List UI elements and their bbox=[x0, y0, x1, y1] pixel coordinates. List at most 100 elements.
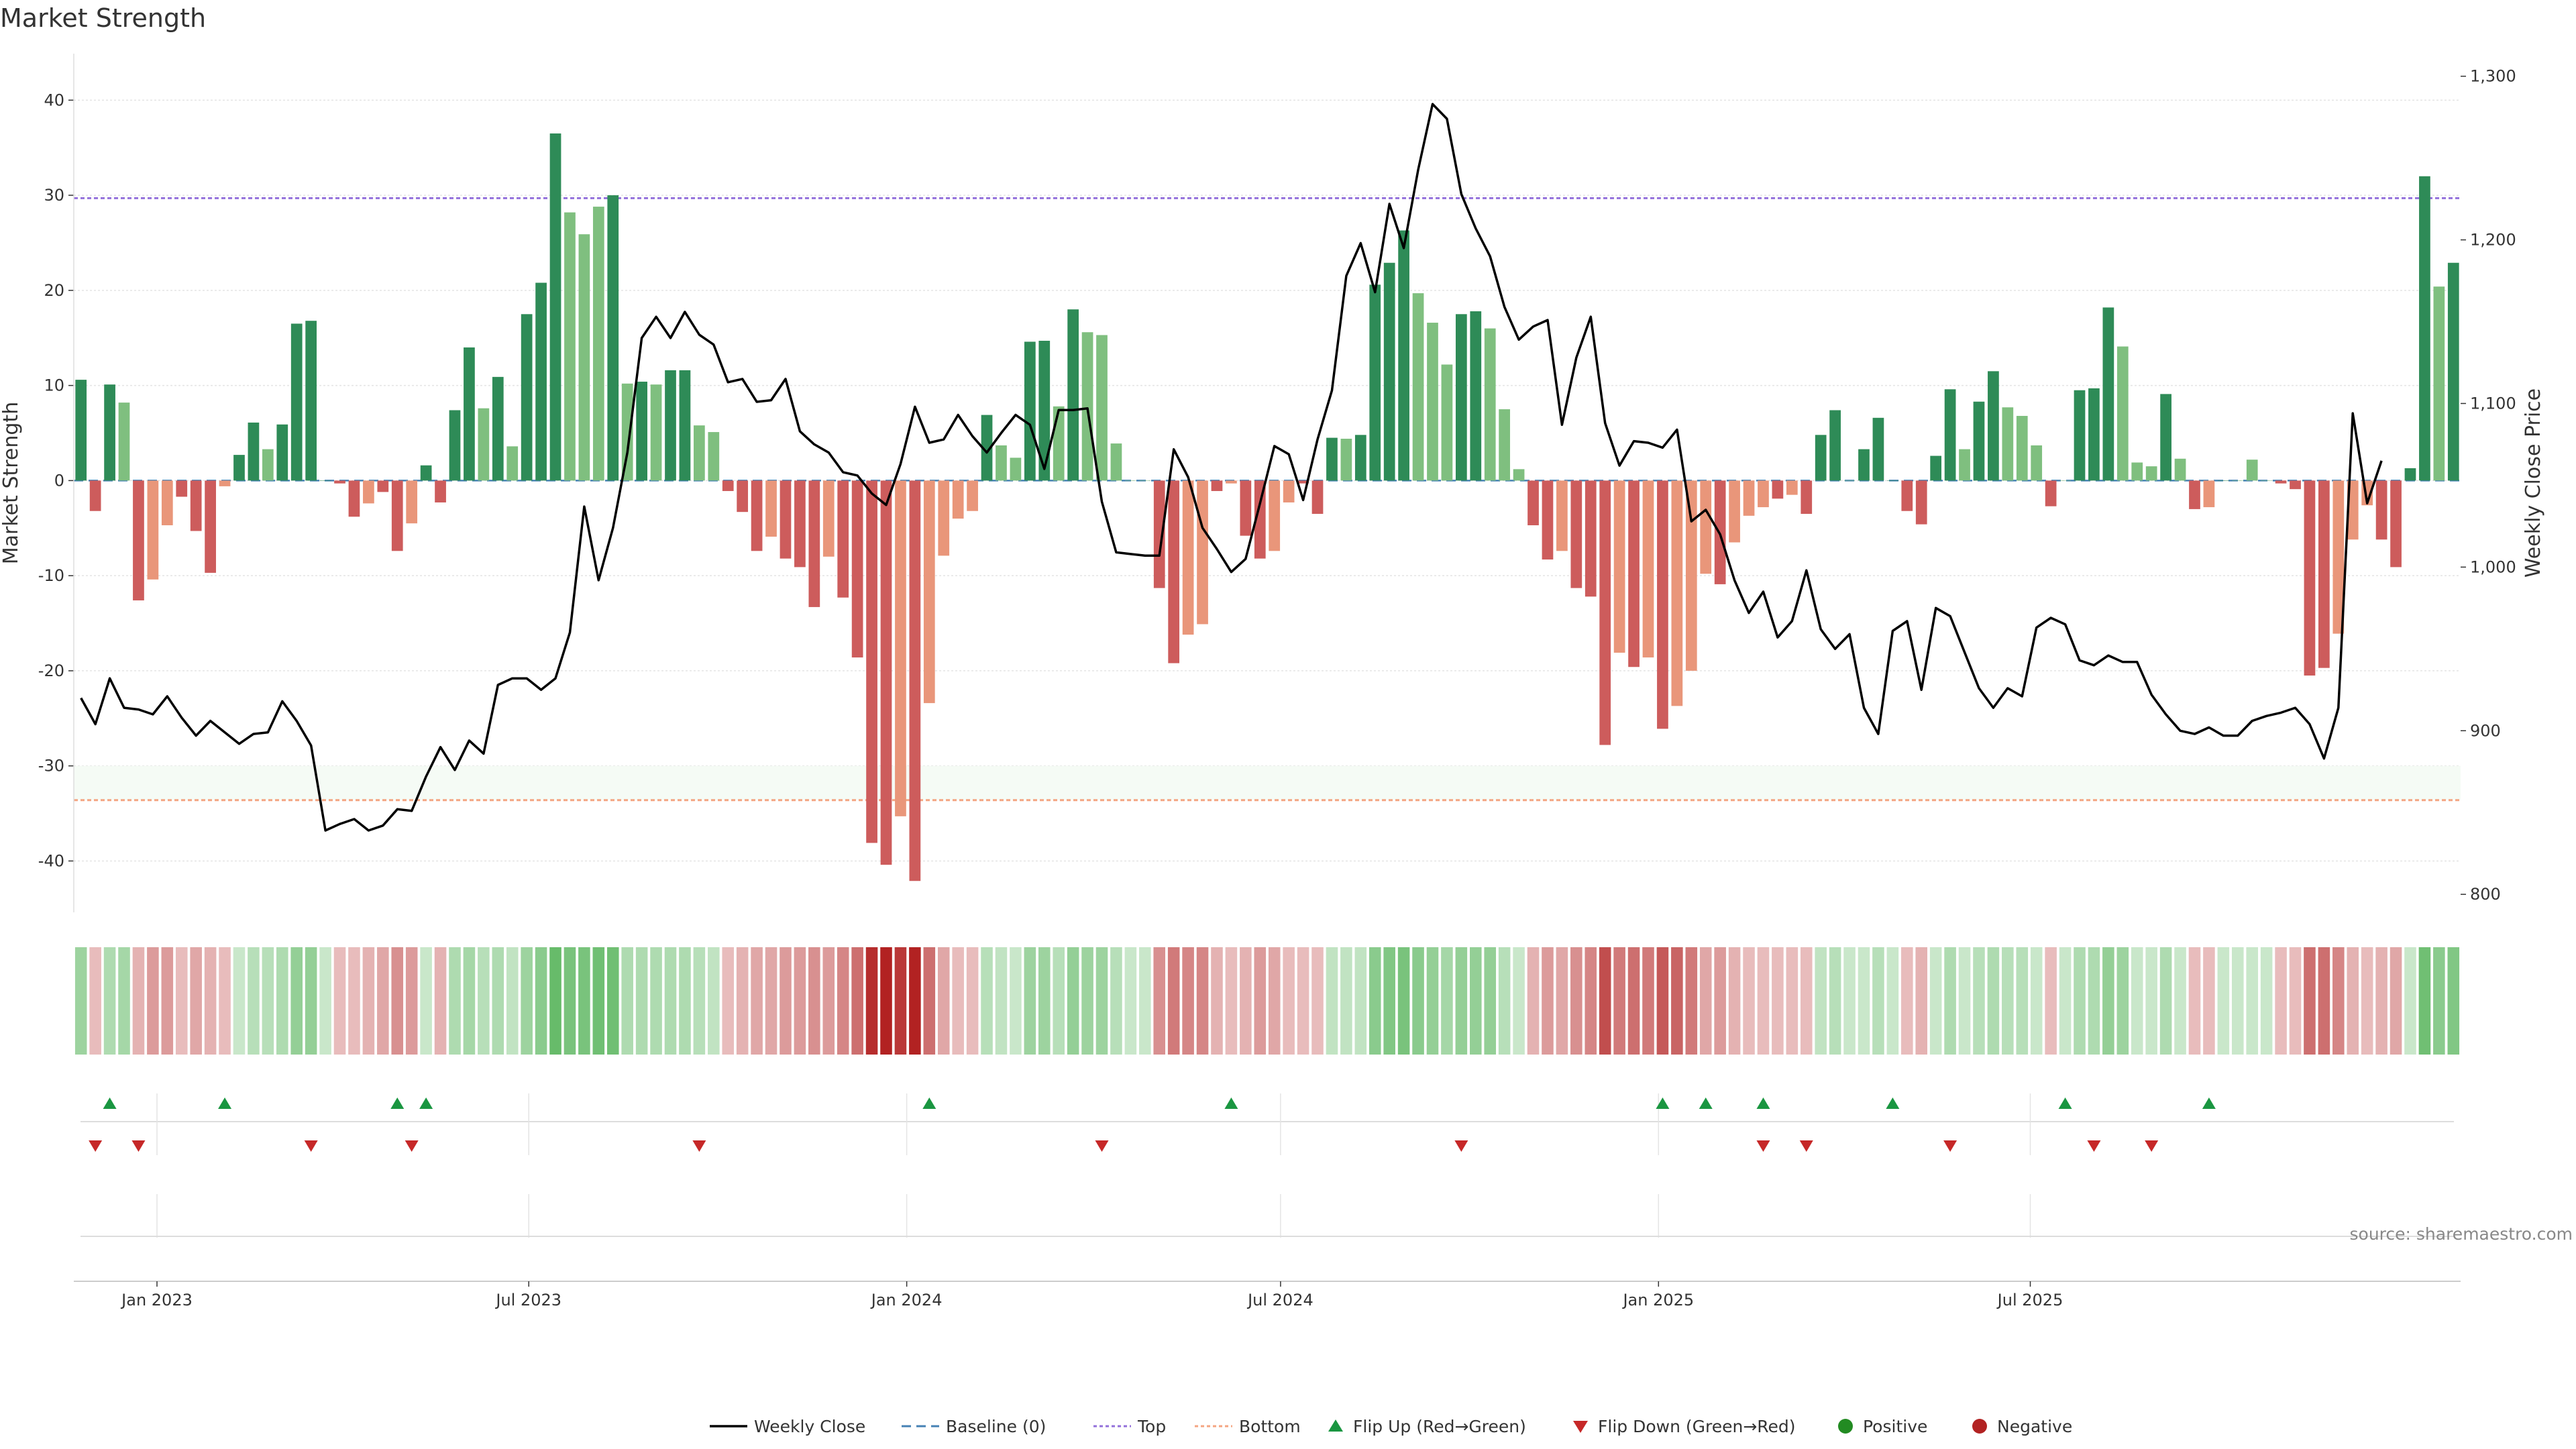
strength-bar bbox=[1398, 230, 1409, 481]
strength-bar bbox=[952, 480, 964, 519]
strength-bar bbox=[1455, 314, 1467, 481]
strength-bar bbox=[1671, 480, 1683, 706]
strength-bar bbox=[1973, 401, 1985, 481]
strength-bar bbox=[996, 445, 1007, 481]
strength-bar bbox=[478, 408, 490, 481]
strength-bar bbox=[1125, 480, 1136, 481]
strength-bar bbox=[1211, 480, 1223, 491]
heatmap-cell bbox=[2059, 947, 2072, 1055]
heatmap-cell bbox=[1268, 947, 1281, 1055]
strength-bar bbox=[391, 480, 403, 551]
heatmap-cell bbox=[1915, 947, 1928, 1055]
heatmap-cell bbox=[1728, 947, 1741, 1055]
strength-bar bbox=[722, 480, 734, 491]
strength-bar bbox=[1887, 480, 1898, 481]
strength-bar bbox=[1843, 480, 1856, 481]
legend-label: Negative bbox=[1997, 1417, 2072, 1436]
heatmap-cell bbox=[1038, 947, 1051, 1055]
flip-up-marker bbox=[1699, 1097, 1713, 1109]
strength-bar bbox=[161, 480, 173, 526]
heatmap-cell bbox=[2275, 947, 2287, 1055]
strength-bar bbox=[276, 424, 288, 481]
heatmap-cell bbox=[1124, 947, 1137, 1055]
y-tick-label: -40 bbox=[38, 851, 64, 870]
heatmap-cell bbox=[2116, 947, 2129, 1055]
heatmap-cell bbox=[1815, 947, 1827, 1055]
heatmap-cell bbox=[478, 947, 490, 1055]
heatmap-cell bbox=[765, 947, 777, 1055]
heatmap-cell bbox=[2433, 947, 2445, 1055]
strength-bar bbox=[334, 480, 345, 484]
heatmap-cell bbox=[1182, 947, 1194, 1055]
strength-bar bbox=[377, 480, 389, 492]
strength-bar bbox=[549, 133, 561, 481]
strength-bar bbox=[2160, 394, 2171, 481]
strength-bar bbox=[1283, 480, 1295, 502]
heatmap-cell bbox=[391, 947, 404, 1055]
strength-bar bbox=[2074, 390, 2086, 481]
legend-label: Baseline (0) bbox=[946, 1417, 1046, 1436]
strength-bar bbox=[1959, 449, 1970, 481]
heatmap-cell bbox=[262, 947, 274, 1055]
heatmap-cell bbox=[132, 947, 145, 1055]
strength-bar bbox=[521, 314, 533, 481]
heatmap-cell bbox=[1872, 947, 1884, 1055]
heatmap-cell bbox=[377, 947, 389, 1055]
heatmap-cell bbox=[794, 947, 806, 1055]
strength-bar bbox=[592, 207, 604, 481]
heatmap-cell bbox=[880, 947, 892, 1055]
strength-bar bbox=[449, 410, 461, 481]
heatmap-cell bbox=[535, 947, 547, 1055]
heatmap-cell bbox=[305, 947, 317, 1055]
strength-bar bbox=[1024, 341, 1036, 481]
strength-bar bbox=[1383, 262, 1395, 481]
heatmap-cell bbox=[2332, 947, 2345, 1055]
strength-bar bbox=[1139, 480, 1151, 481]
heatmap-cell bbox=[1527, 947, 1540, 1055]
heatmap-cell bbox=[1340, 947, 1352, 1055]
heatmap-cell bbox=[1470, 947, 1482, 1055]
flip-up-marker bbox=[2202, 1097, 2216, 1109]
legend-swatch-positive bbox=[1838, 1419, 1853, 1434]
heatmap-cell bbox=[1426, 947, 1439, 1055]
heatmap-cell bbox=[1542, 947, 1554, 1055]
strength-bar bbox=[420, 465, 432, 481]
strength-bar bbox=[2045, 480, 2057, 506]
strength-bar bbox=[967, 480, 978, 511]
strength-bar bbox=[1901, 480, 1913, 511]
heatmap-cell bbox=[1211, 947, 1223, 1055]
heatmap-cell bbox=[952, 947, 964, 1055]
heatmap-cell bbox=[1484, 947, 1497, 1055]
heatmap-cell bbox=[1858, 947, 1870, 1055]
heatmap-cell bbox=[2174, 947, 2186, 1055]
heatmap-cell bbox=[995, 947, 1008, 1055]
strength-bar bbox=[1297, 480, 1309, 484]
strength-bar bbox=[319, 480, 331, 481]
heatmap-cell bbox=[1829, 947, 1841, 1055]
strength-bar bbox=[2375, 480, 2387, 540]
heatmap-cell bbox=[564, 947, 576, 1055]
x-tick-label: Jul 2024 bbox=[1246, 1291, 1313, 1309]
heatmap-cell bbox=[1627, 947, 1640, 1055]
y-tick-label: 40 bbox=[44, 91, 64, 109]
strength-bar bbox=[822, 480, 835, 557]
heatmap-cell bbox=[664, 947, 677, 1055]
strength-bar bbox=[751, 480, 763, 551]
flip-down-marker bbox=[2145, 1140, 2159, 1152]
strength-bar bbox=[492, 376, 504, 481]
chart-title: Market Strength bbox=[0, 3, 206, 33]
strength-bar bbox=[1354, 435, 1366, 481]
heatmap-cell bbox=[2404, 947, 2416, 1055]
heatmap-cell bbox=[1843, 947, 1856, 1055]
heatmap-cell bbox=[1412, 947, 1424, 1055]
flip-up-marker bbox=[218, 1097, 232, 1109]
flip-down-marker bbox=[131, 1140, 146, 1152]
strength-bar bbox=[1010, 458, 1022, 481]
heatmap-cell bbox=[103, 947, 116, 1055]
strength-bar bbox=[981, 415, 993, 481]
strength-bar bbox=[190, 480, 202, 531]
y2-tick-label: 1,200 bbox=[2470, 231, 2516, 250]
flip-up-marker bbox=[103, 1097, 117, 1109]
strength-bar bbox=[1527, 480, 1539, 526]
heatmap-cell bbox=[2231, 947, 2244, 1055]
